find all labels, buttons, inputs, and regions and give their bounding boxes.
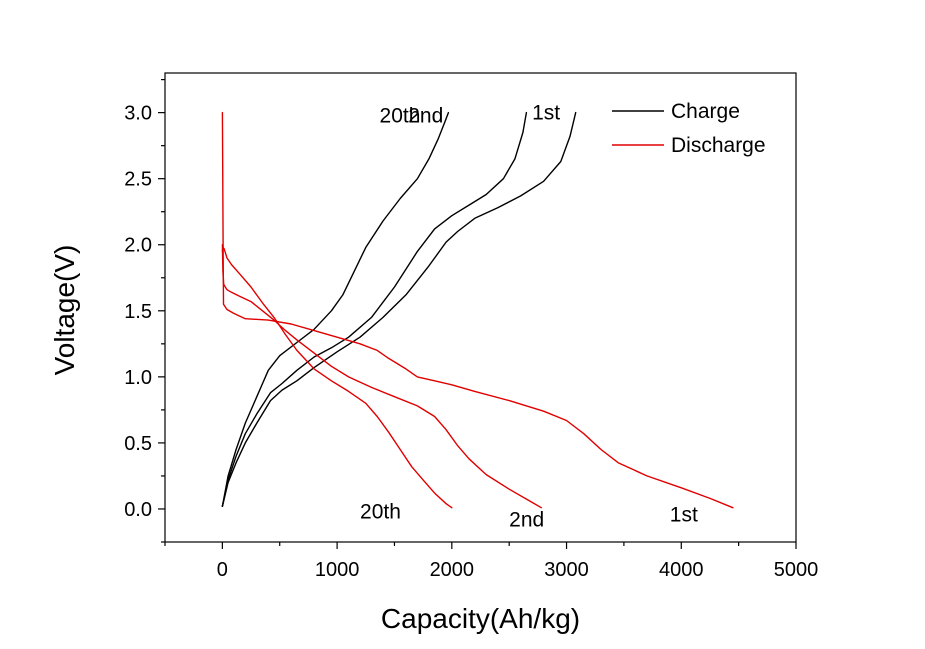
cycle-label: 2nd xyxy=(509,509,544,532)
y-tick-label: 2.0 xyxy=(124,235,152,257)
x-tick-label: 1000 xyxy=(315,559,360,581)
x-tick-label: 0 xyxy=(217,559,228,581)
discharge-2nd-curve xyxy=(221,243,542,509)
charge-1st-curve xyxy=(221,111,577,507)
charge-20th-curve xyxy=(221,111,450,507)
legend: Charge Discharge xyxy=(612,100,766,157)
y-tick-label: 0.5 xyxy=(124,433,152,455)
axis-tick-labels: 0 1000 2000 3000 4000 5000 0.0 0.5 1.0 1.5 2.0 2.5 3… xyxy=(124,103,818,581)
y-tick-label: 1.5 xyxy=(124,301,152,323)
charge-2nd-curve xyxy=(221,111,528,507)
axis-ticks xyxy=(158,79,797,549)
x-tick-label: 5000 xyxy=(774,559,819,581)
y-tick-label: 3.0 xyxy=(124,103,152,125)
x-tick-label: 3000 xyxy=(544,559,589,581)
cycle-label: 20th xyxy=(360,501,401,524)
y-tick-label: 1.0 xyxy=(124,367,152,389)
cycle-label: 1st xyxy=(670,503,698,526)
x-tick-label: 4000 xyxy=(659,559,704,581)
cycle-label: 20th xyxy=(380,104,421,127)
plot-frame xyxy=(164,72,797,543)
legend-discharge-label: Discharge xyxy=(671,134,766,157)
y-axis-title: Voltage(V) xyxy=(49,245,80,376)
y-tick-label: 0.0 xyxy=(124,499,152,521)
series-layer xyxy=(221,111,734,509)
legend-charge-label: Charge xyxy=(671,100,740,123)
y-tick-label: 2.5 xyxy=(124,169,152,191)
discharge-20th-curve xyxy=(221,246,453,509)
cycle-label: 2nd xyxy=(408,104,443,127)
x-axis-title: Capacity(Ah/kg) xyxy=(381,603,580,634)
cycle-label: 1st xyxy=(532,102,560,125)
x-tick-label: 2000 xyxy=(430,559,475,581)
discharge-1st-curve xyxy=(221,111,734,509)
